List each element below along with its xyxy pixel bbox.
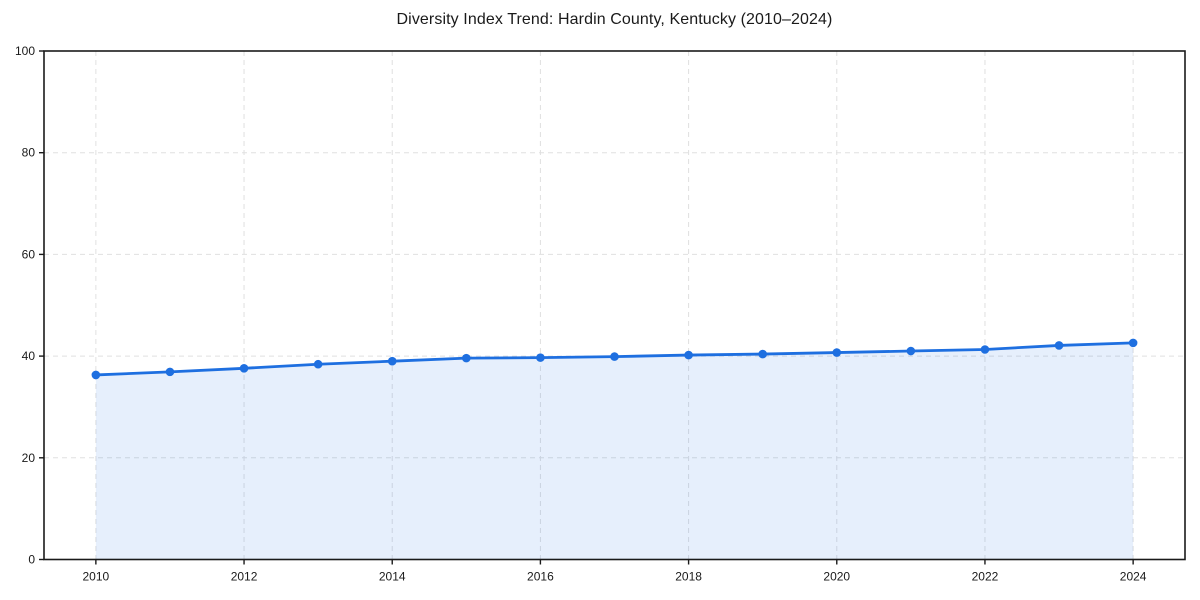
data-point-2016 bbox=[536, 353, 545, 362]
data-point-2012 bbox=[239, 364, 249, 373]
x-tick-label-2010: 2010 bbox=[83, 570, 110, 584]
chart-title: Diversity Index Trend: Hardin County, Ke… bbox=[396, 11, 833, 28]
x-tick-label-2012: 2012 bbox=[231, 570, 258, 584]
x-tick-label-2020: 2020 bbox=[823, 570, 850, 584]
data-point-2020 bbox=[832, 348, 842, 357]
x-tick-label-2024: 2024 bbox=[1120, 570, 1147, 584]
x-tick-label-2014: 2014 bbox=[379, 570, 406, 584]
data-point-2024 bbox=[1128, 338, 1138, 348]
x-tick-label-2016: 2016 bbox=[527, 570, 554, 584]
x-tick-label-2018: 2018 bbox=[675, 570, 702, 584]
data-point-2014 bbox=[387, 356, 397, 366]
data-point-2010 bbox=[91, 370, 101, 380]
x-tick-label-2022: 2022 bbox=[972, 570, 999, 584]
data-point-2011 bbox=[165, 367, 175, 377]
data-point-2019 bbox=[758, 349, 767, 359]
y-tick-label-80: 80 bbox=[22, 146, 36, 160]
data-point-2013 bbox=[313, 359, 323, 369]
data-point-2017 bbox=[610, 352, 619, 361]
data-point-2015 bbox=[462, 353, 471, 363]
data-point-2018 bbox=[684, 350, 693, 360]
area-fill bbox=[95, 342, 1134, 560]
data-point-2023 bbox=[1054, 341, 1064, 350]
data-point-2022 bbox=[980, 345, 990, 354]
y-tick-label-20: 20 bbox=[22, 451, 36, 465]
y-tick-label-60: 60 bbox=[22, 247, 36, 261]
y-tick-label-40: 40 bbox=[22, 349, 36, 363]
y-tick-label-0: 0 bbox=[28, 553, 35, 567]
y-tick-label-100: 100 bbox=[15, 44, 35, 58]
data-point-2021 bbox=[906, 346, 916, 356]
plot-border bbox=[43, 50, 1186, 561]
